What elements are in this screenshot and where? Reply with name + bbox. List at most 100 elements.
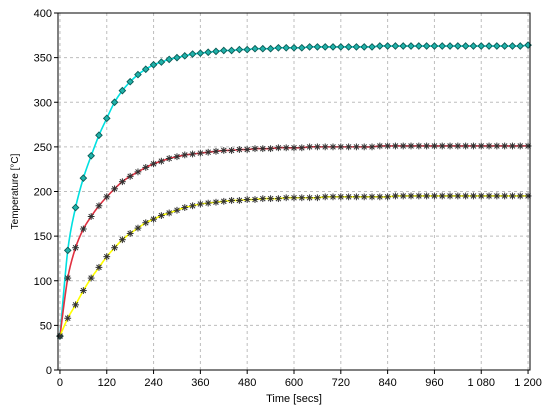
series-1-point <box>180 52 189 60</box>
series-2-point <box>376 142 384 150</box>
series-3-point <box>493 192 501 200</box>
y-axis-ticks: 0 50 100 150 200 250 300 350 400 <box>34 8 58 377</box>
x-tick-label: 1 200 <box>514 377 542 389</box>
series-1-point <box>188 50 197 58</box>
series-2-point <box>392 142 399 150</box>
series-2-point <box>95 202 103 210</box>
series-1-point <box>305 43 314 51</box>
series-3-point <box>212 198 220 206</box>
series-3-point <box>337 193 345 201</box>
series-1-point <box>243 45 252 54</box>
series-1-point <box>196 49 205 57</box>
series-2-point <box>290 144 298 152</box>
series-2-point <box>470 142 477 150</box>
series-3-point <box>353 193 360 201</box>
series-3-point <box>462 192 470 200</box>
series-1 <box>56 41 532 340</box>
series-3-point <box>282 194 290 202</box>
series-1-point <box>274 43 283 52</box>
x-axis-title: Time [secs] <box>266 393 322 405</box>
series-3-point <box>118 236 126 244</box>
series-2-point <box>321 143 329 151</box>
series-2-point <box>157 157 165 165</box>
series-1-point <box>251 44 259 53</box>
series-2-point <box>438 142 446 150</box>
series-3-point <box>142 219 150 227</box>
series-2-point <box>87 213 95 220</box>
series-3-point <box>485 192 493 200</box>
series-1-point <box>79 174 88 182</box>
series-1-point <box>63 246 72 255</box>
series-3-point <box>345 193 353 201</box>
series-2-point <box>306 143 314 151</box>
series-3-point <box>306 194 314 202</box>
series-1-point <box>173 53 181 62</box>
series-2-point <box>329 143 337 151</box>
series-1-point <box>375 42 384 50</box>
series-2-point <box>314 143 321 151</box>
y-tick-label: 350 <box>34 53 52 65</box>
series-3-point <box>274 195 282 203</box>
series-3-point <box>314 194 321 202</box>
series-3-point <box>87 274 95 282</box>
series-1-point <box>204 48 213 57</box>
series-3-point <box>111 244 118 252</box>
grid <box>58 13 530 370</box>
series-3-point <box>134 224 142 232</box>
y-tick-label: 250 <box>34 142 52 154</box>
series-3-point <box>376 193 384 201</box>
y-tick-label: 100 <box>34 276 52 288</box>
x-tick-label: 720 <box>332 377 350 389</box>
series-3 <box>56 192 532 340</box>
series-3-point <box>446 192 454 200</box>
series-2-point <box>196 149 204 157</box>
series-2-point <box>181 151 189 159</box>
series-1-point <box>352 43 361 51</box>
series-3-point <box>181 204 189 211</box>
series-2-point <box>493 142 501 150</box>
series-1-point <box>71 203 80 212</box>
series-2-point <box>243 146 251 153</box>
series-3-point <box>103 253 111 261</box>
series-2-point <box>103 193 111 201</box>
series-1-point <box>126 77 135 86</box>
series-1-point <box>336 43 345 51</box>
series-2-point <box>454 142 462 150</box>
series-1-point <box>227 46 236 55</box>
series-1-point <box>87 151 95 160</box>
series-3-point <box>423 192 431 200</box>
series-1-point <box>95 131 103 140</box>
series-2-point <box>415 142 423 150</box>
series-1-point <box>329 43 337 51</box>
series-3-point <box>220 197 228 205</box>
x-tick-label: 480 <box>238 377 256 389</box>
series-1-point <box>297 43 306 52</box>
series-1-point <box>453 42 462 50</box>
y-tick-label: 300 <box>34 97 52 109</box>
y-tick-label: 50 <box>40 320 52 332</box>
series-1-point <box>165 55 174 64</box>
series-1-point <box>485 42 493 50</box>
x-tick-label: 0 <box>57 377 63 389</box>
series-2-point <box>235 146 243 153</box>
series-3-point <box>150 215 157 223</box>
series-2-point <box>267 145 274 153</box>
series-1-point <box>212 47 220 56</box>
series-3-point <box>79 287 87 294</box>
series-3-point <box>298 194 306 202</box>
series-1-point <box>399 42 408 50</box>
y-tick-label: 150 <box>34 231 52 243</box>
series-2-point <box>212 147 220 155</box>
series-2-point <box>228 147 235 154</box>
series-3-point <box>173 206 181 214</box>
series-1-point <box>219 46 228 55</box>
series-1-point <box>258 44 267 53</box>
series-1-point <box>446 42 454 50</box>
series-2-point <box>134 168 142 176</box>
series-1-point <box>516 42 525 50</box>
series-2-point <box>407 142 415 150</box>
series-1-point <box>235 45 244 54</box>
series-2-point <box>126 172 134 180</box>
series-1-point <box>118 86 127 95</box>
